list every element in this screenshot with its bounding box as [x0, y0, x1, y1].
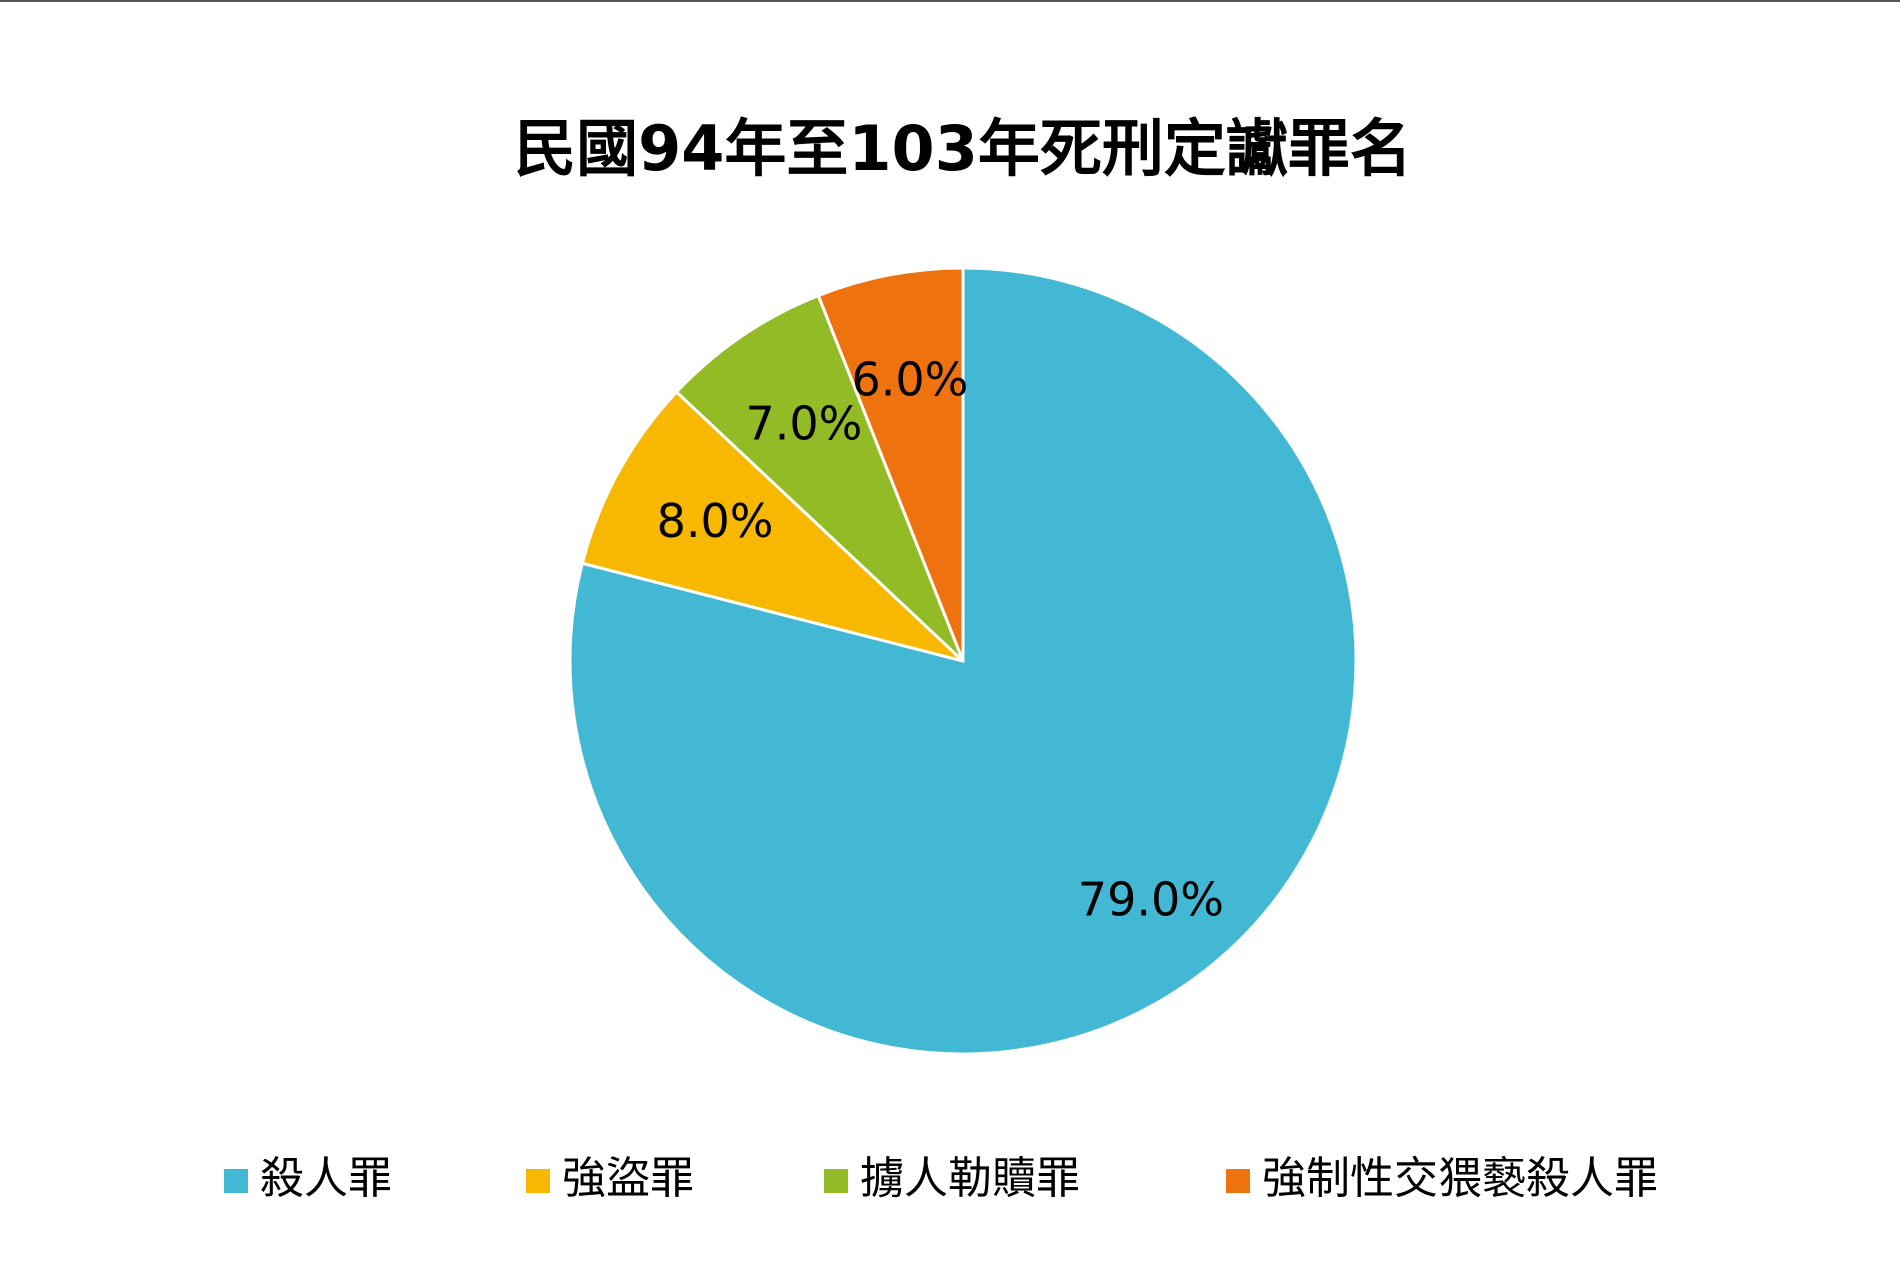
- legend-label: 擄人勒贖罪: [860, 1153, 1080, 1204]
- legend-swatch: [224, 1169, 248, 1193]
- legend-label: 強制性交猥褻殺人罪: [1262, 1153, 1658, 1204]
- legend-label: 強盜罪: [562, 1153, 694, 1204]
- pie-slice: [674, 293, 965, 663]
- value-label: 7.0%: [746, 396, 863, 450]
- legend-swatch: [526, 1169, 550, 1193]
- value-label: 79.0%: [1078, 873, 1224, 927]
- value-label: 6.0%: [852, 353, 969, 407]
- pie-slice: [568, 266, 1358, 1056]
- chart-title: 民國94年至103年死刑定讞罪名: [514, 112, 1412, 185]
- value-label: 8.0%: [657, 494, 774, 548]
- legend-label: 殺人罪: [260, 1153, 392, 1204]
- pie-slice: [580, 389, 965, 663]
- pie-slice: [816, 266, 965, 662]
- legend-swatch: [1226, 1169, 1250, 1193]
- legend-swatch: [824, 1169, 848, 1193]
